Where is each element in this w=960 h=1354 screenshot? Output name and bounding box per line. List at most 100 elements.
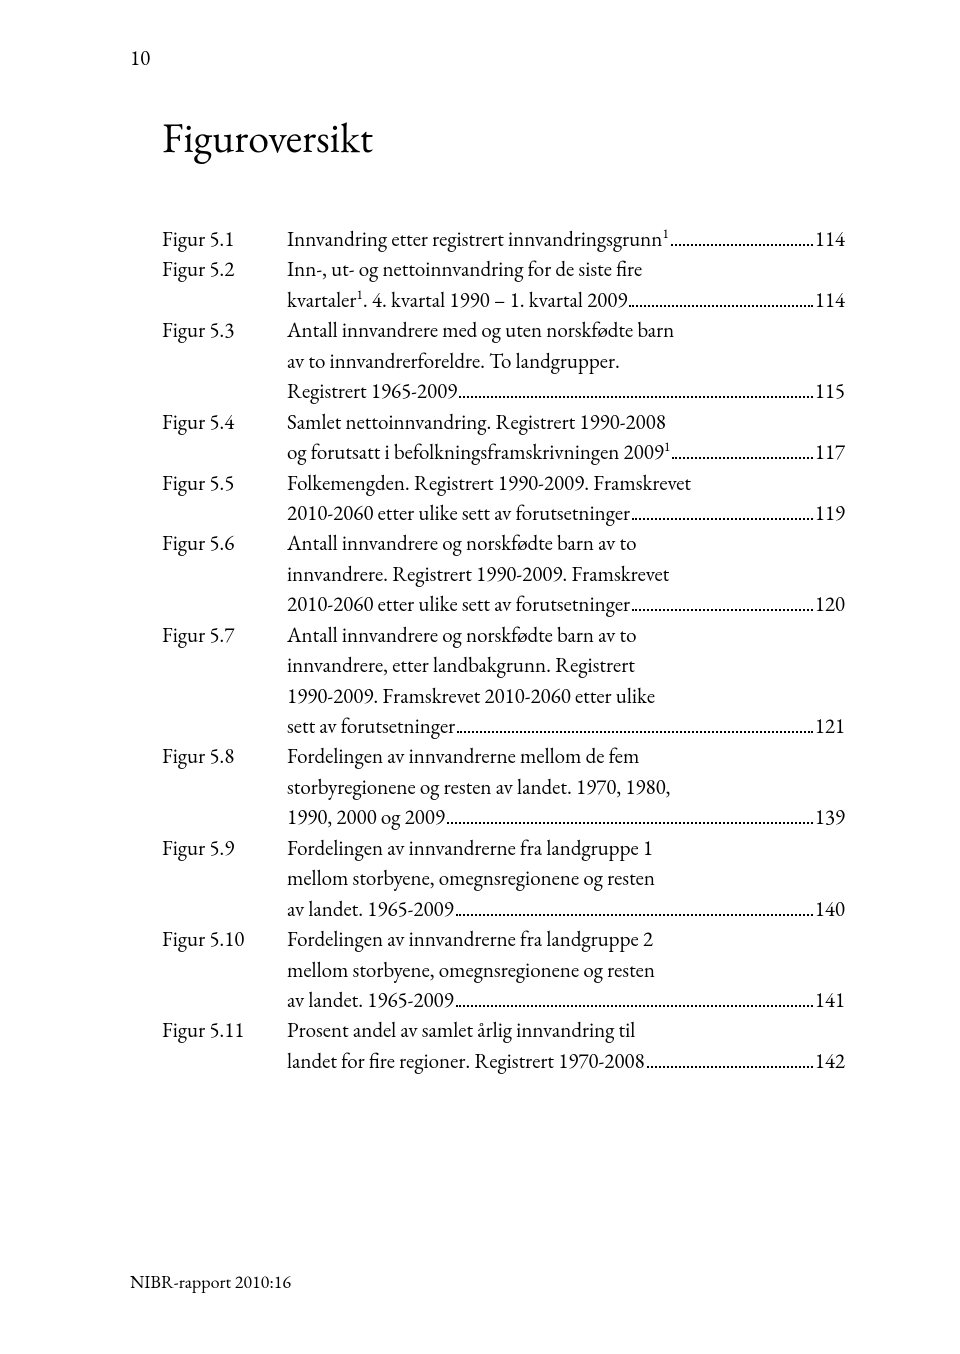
- toc-text: Fordelingen av innvandrerne fra landgrup…: [287, 925, 653, 955]
- toc-line: innvandrere. Registrert 1990-2009. Frams…: [287, 560, 845, 590]
- toc-line: 1990, 2000 og 2009 139: [287, 803, 845, 833]
- leader-dots: [629, 286, 812, 307]
- toc-text: Folkemengden. Registrert 1990-2009. Fram…: [287, 469, 691, 499]
- toc-text: 1990, 2000 og 2009: [287, 803, 445, 833]
- toc-page-number: 115: [815, 377, 845, 407]
- toc-entry: Figur 5.9Fordelingen av innvandrerne fra…: [162, 834, 845, 925]
- toc-text: sett av forutsetninger: [287, 712, 455, 742]
- toc-page-number: 142: [815, 1047, 845, 1077]
- toc-line: Antall innvandrere og norskfødte barn av…: [287, 621, 845, 651]
- toc-text: Inn-, ut- og nettoinnvandring for de sis…: [287, 255, 642, 285]
- toc-text: mellom storbyene, omegnsregionene og res…: [287, 956, 655, 986]
- toc-text: Fordelingen av innvandrerne fra landgrup…: [287, 834, 653, 864]
- superscript: 1: [662, 225, 669, 243]
- toc-label: Figur 5.7: [162, 621, 287, 651]
- toc-entry: Figur 5.10Fordelingen av innvandrerne fr…: [162, 925, 845, 1016]
- toc-entry: Figur 5.8Fordelingen av innvandrerne mel…: [162, 742, 845, 833]
- toc-line: Innvandring etter registrert innvandring…: [287, 225, 845, 255]
- toc-text: Antall innvandrere og norskfødte barn av…: [287, 529, 636, 559]
- toc-label: Figur 5.4: [162, 408, 287, 438]
- leader-dots: [459, 377, 813, 398]
- toc-text: kvartaler1. 4. kvartal 1990 – 1. kvartal…: [287, 286, 627, 316]
- toc-text: innvandrere. Registrert 1990-2009. Frams…: [287, 560, 669, 590]
- toc-page-number: 120: [815, 590, 845, 620]
- toc-body: Antall innvandrere med og uten norskfødt…: [287, 316, 845, 407]
- toc-page-number: 121: [815, 712, 845, 742]
- toc-body: Antall innvandrere og norskfødte barn av…: [287, 529, 845, 620]
- toc-line: landet for fire regioner. Registrert 197…: [287, 1047, 845, 1077]
- toc-text: av landet. 1965-2009: [287, 895, 454, 925]
- toc-line: Folkemengden. Registrert 1990-2009. Fram…: [287, 469, 845, 499]
- toc-label: Figur 5.2: [162, 255, 287, 285]
- toc-line: 2010-2060 etter ulike sett av forutsetni…: [287, 499, 845, 529]
- toc-body: Innvandring etter registrert innvandring…: [287, 225, 845, 255]
- toc-line: og forutsatt i befolkningsframskrivninge…: [287, 438, 845, 468]
- toc-line: Antall innvandrere med og uten norskfødt…: [287, 316, 845, 346]
- toc-label: Figur 5.10: [162, 925, 287, 955]
- toc-page-number: 114: [815, 225, 845, 255]
- leader-dots: [456, 895, 813, 916]
- leader-dots: [457, 712, 813, 733]
- toc-line: Antall innvandrere og norskfødte barn av…: [287, 529, 845, 559]
- toc-entry: Figur 5.3Antall innvandrere med og uten …: [162, 316, 845, 407]
- toc-text: Antall innvandrere og norskfødte barn av…: [287, 621, 636, 651]
- toc-body: Inn-, ut- og nettoinnvandring for de sis…: [287, 255, 845, 316]
- toc-entry: Figur 5.4Samlet nettoinnvandring. Regist…: [162, 408, 845, 469]
- toc-text: innvandrere, etter landbakgrunn. Registr…: [287, 651, 635, 681]
- toc-text: mellom storbyene, omegnsregionene og res…: [287, 864, 655, 894]
- toc-line: storbyregionene og resten av landet. 197…: [287, 773, 845, 803]
- toc-text: landet for fire regioner. Registrert 197…: [287, 1047, 645, 1077]
- toc-line: sett av forutsetninger 121: [287, 712, 845, 742]
- toc-body: Fordelingen av innvandrerne mellom de fe…: [287, 742, 845, 833]
- toc-text: Innvandring etter registrert innvandring…: [287, 225, 669, 255]
- toc-text: Fordelingen av innvandrerne mellom de fe…: [287, 742, 639, 772]
- toc-label: Figur 5.5: [162, 469, 287, 499]
- toc-page-number: 141: [815, 986, 845, 1016]
- toc-line: Registrert 1965-2009 115: [287, 377, 845, 407]
- toc-line: Inn-, ut- og nettoinnvandring for de sis…: [287, 255, 845, 285]
- toc-text: Antall innvandrere med og uten norskfødt…: [287, 316, 674, 346]
- toc-label: Figur 5.3: [162, 316, 287, 346]
- toc-entry: Figur 5.2Inn-, ut- og nettoinnvandring f…: [162, 255, 845, 316]
- superscript: 1: [664, 438, 671, 456]
- toc-line: mellom storbyene, omegnsregionene og res…: [287, 956, 845, 986]
- figure-list: Figur 5.1Innvandring etter registrert in…: [162, 225, 845, 1077]
- leader-dots: [672, 438, 812, 459]
- toc-line: Fordelingen av innvandrerne fra landgrup…: [287, 925, 845, 955]
- toc-text: 1990-2009. Framskrevet 2010-2060 etter u…: [287, 682, 655, 712]
- leader-dots: [456, 986, 813, 1007]
- toc-text: Prosent andel av samlet årlig innvandrin…: [287, 1016, 635, 1046]
- toc-page-number: 139: [815, 803, 845, 833]
- toc-text: og forutsatt i befolkningsframskrivninge…: [287, 438, 670, 468]
- toc-page-number: 119: [815, 499, 845, 529]
- toc-entry: Figur 5.5Folkemengden. Registrert 1990-2…: [162, 469, 845, 530]
- toc-page-number: 140: [815, 895, 845, 925]
- toc-entry: Figur 5.7Antall innvandrere og norskfødt…: [162, 621, 845, 743]
- toc-label: Figur 5.1: [162, 225, 287, 255]
- toc-label: Figur 5.9: [162, 834, 287, 864]
- toc-entry: Figur 5.6Antall innvandrere og norskfødt…: [162, 529, 845, 620]
- toc-line: av landet. 1965-2009 140: [287, 895, 845, 925]
- toc-page-number: 117: [815, 438, 845, 468]
- toc-line: kvartaler1. 4. kvartal 1990 – 1. kvartal…: [287, 286, 845, 316]
- toc-entry: Figur 5.11Prosent andel av samlet årlig …: [162, 1016, 845, 1077]
- page-title: Figuroversikt: [162, 110, 850, 165]
- toc-body: Fordelingen av innvandrerne fra landgrup…: [287, 834, 845, 925]
- toc-text: av to innvandrerforeldre. To landgrupper…: [287, 347, 620, 377]
- toc-line: 1990-2009. Framskrevet 2010-2060 etter u…: [287, 682, 845, 712]
- leader-dots: [632, 590, 813, 611]
- leader-dots: [647, 1047, 813, 1068]
- toc-entry: Figur 5.1Innvandring etter registrert in…: [162, 225, 845, 255]
- toc-text: Registrert 1965-2009: [287, 377, 457, 407]
- toc-label: Figur 5.8: [162, 742, 287, 772]
- toc-line: innvandrere, etter landbakgrunn. Registr…: [287, 651, 845, 681]
- toc-text: av landet. 1965-2009: [287, 986, 454, 1016]
- toc-line: Fordelingen av innvandrerne fra landgrup…: [287, 834, 845, 864]
- report-footer: NIBR-rapport 2010:16: [130, 1271, 291, 1294]
- toc-body: Fordelingen av innvandrerne fra landgrup…: [287, 925, 845, 1016]
- toc-line: Samlet nettoinnvandring. Registrert 1990…: [287, 408, 845, 438]
- toc-text: 2010-2060 etter ulike sett av forutsetni…: [287, 590, 630, 620]
- toc-body: Antall innvandrere og norskfødte barn av…: [287, 621, 845, 743]
- page-number: 10: [130, 45, 850, 72]
- toc-text: storbyregionene og resten av landet. 197…: [287, 773, 671, 803]
